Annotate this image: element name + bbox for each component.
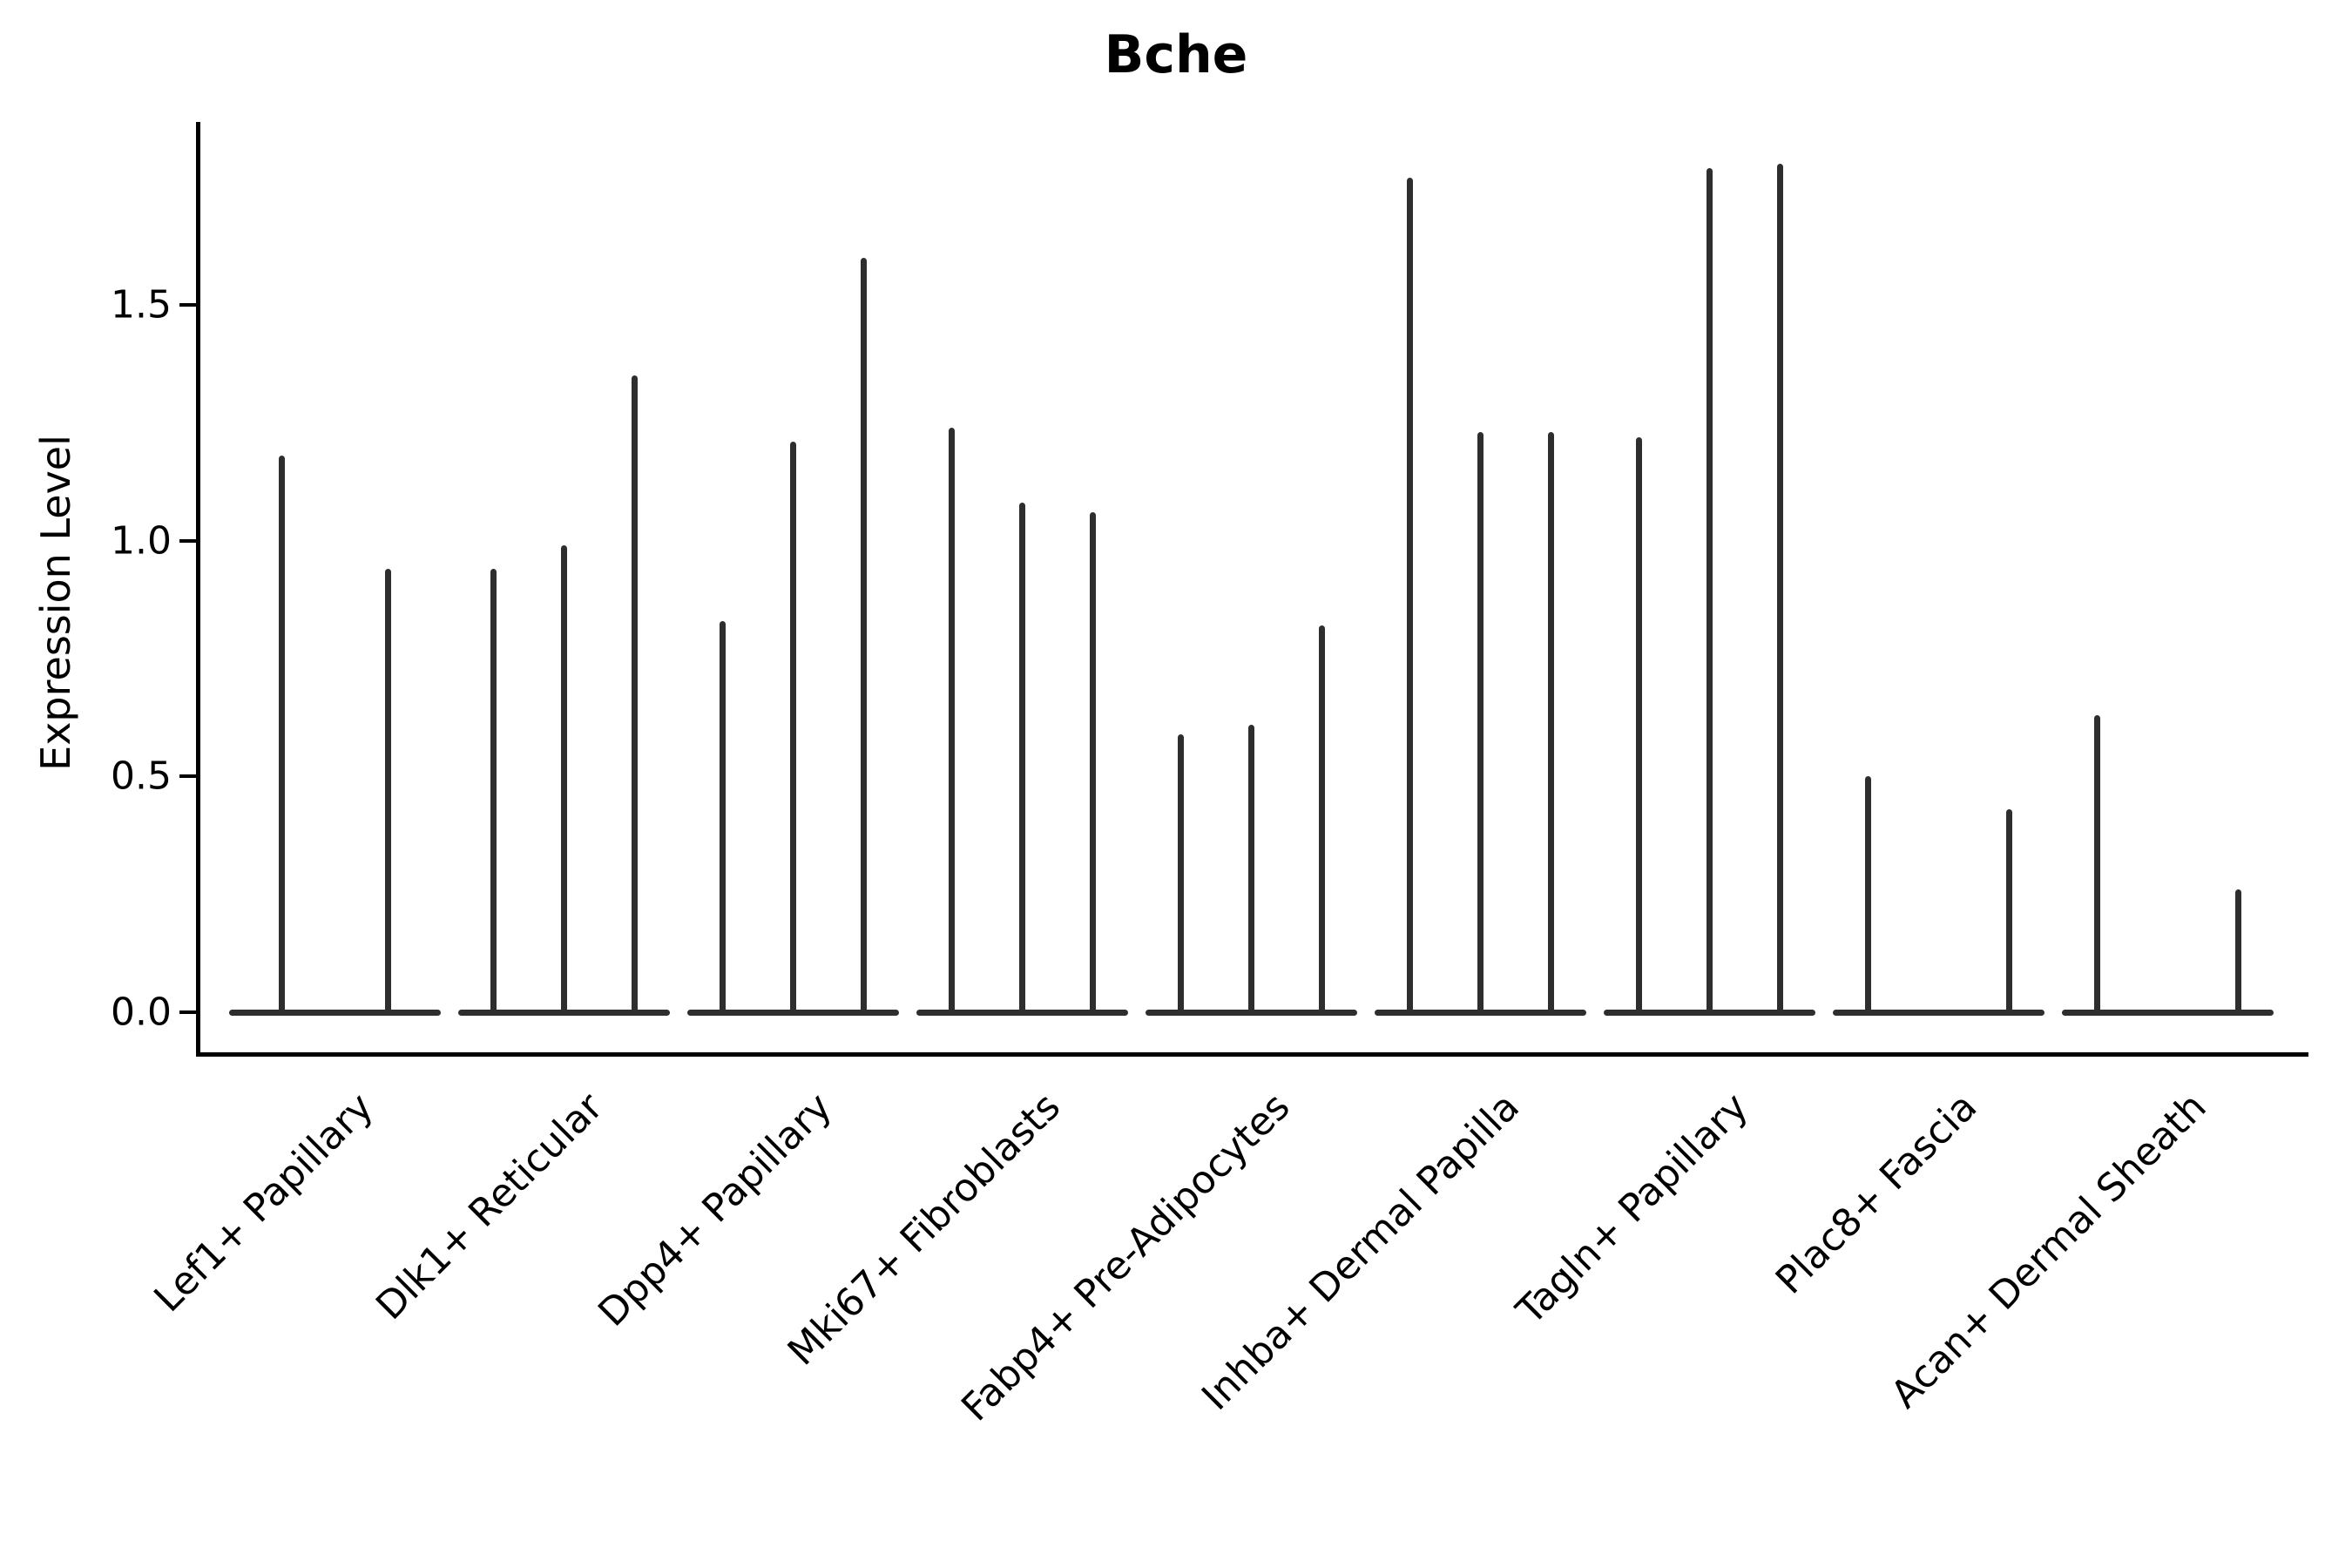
violin-spike xyxy=(1777,163,1783,1012)
violin-baseline xyxy=(1604,1009,1815,1016)
violin-baseline xyxy=(1375,1009,1586,1016)
violin-spike xyxy=(1407,177,1413,1012)
x-tick-label: Plac8+ Fascia xyxy=(1767,1085,1986,1303)
violin-baseline xyxy=(916,1009,1128,1016)
violin-baseline xyxy=(458,1009,670,1016)
y-tick-label: 1.5 xyxy=(111,282,172,328)
x-tick-label: Lef1+ Papillary xyxy=(145,1085,382,1321)
y-tick-label: 0.0 xyxy=(111,990,172,1035)
violin-spike xyxy=(1178,733,1184,1012)
violin-spike xyxy=(1477,432,1484,1012)
violin-spike xyxy=(949,427,955,1012)
y-tick-label: 1.0 xyxy=(111,518,172,564)
y-tick-label: 0.5 xyxy=(111,754,172,799)
violin-baseline xyxy=(229,1009,441,1016)
violin-spike xyxy=(1019,503,1025,1012)
chart-title: Bche xyxy=(1104,24,1248,85)
violin-spike xyxy=(1248,724,1254,1012)
violin-spike xyxy=(279,456,286,1012)
violin-spike xyxy=(1548,432,1554,1012)
x-tick-label: Tagln+ Papillary xyxy=(1508,1085,1757,1334)
violin-spike xyxy=(2235,889,2241,1012)
y-axis-spine xyxy=(196,122,200,1056)
violin-spike xyxy=(384,569,391,1012)
violin-spike xyxy=(1090,512,1096,1012)
violin-baseline xyxy=(1146,1009,1357,1016)
violin-spike xyxy=(2006,809,2012,1012)
violin-spike xyxy=(2094,714,2100,1012)
violin-spike xyxy=(632,375,638,1012)
y-tick-mark xyxy=(179,538,198,543)
x-tick-label: Dlk1+ Reticular xyxy=(367,1085,612,1328)
y-tick-mark xyxy=(179,1010,198,1014)
violin-baseline xyxy=(1833,1009,2044,1016)
violin-spike xyxy=(790,442,796,1012)
violin-spike xyxy=(861,257,867,1012)
violin-spike xyxy=(1865,776,1871,1012)
violin-spike xyxy=(720,620,726,1012)
violin-baseline xyxy=(687,1009,899,1016)
violin-spike xyxy=(1636,436,1642,1012)
y-tick-mark xyxy=(179,303,198,308)
x-axis-spine xyxy=(196,1052,2308,1057)
y-tick-mark xyxy=(179,774,198,779)
violin-spike xyxy=(490,569,497,1012)
violin-baseline xyxy=(2062,1009,2274,1016)
violin-spike xyxy=(561,545,567,1012)
violin-spike xyxy=(1707,168,1713,1012)
violin-spike xyxy=(1319,625,1325,1012)
x-tick-label: Dpp4+ Papillary xyxy=(589,1085,841,1335)
